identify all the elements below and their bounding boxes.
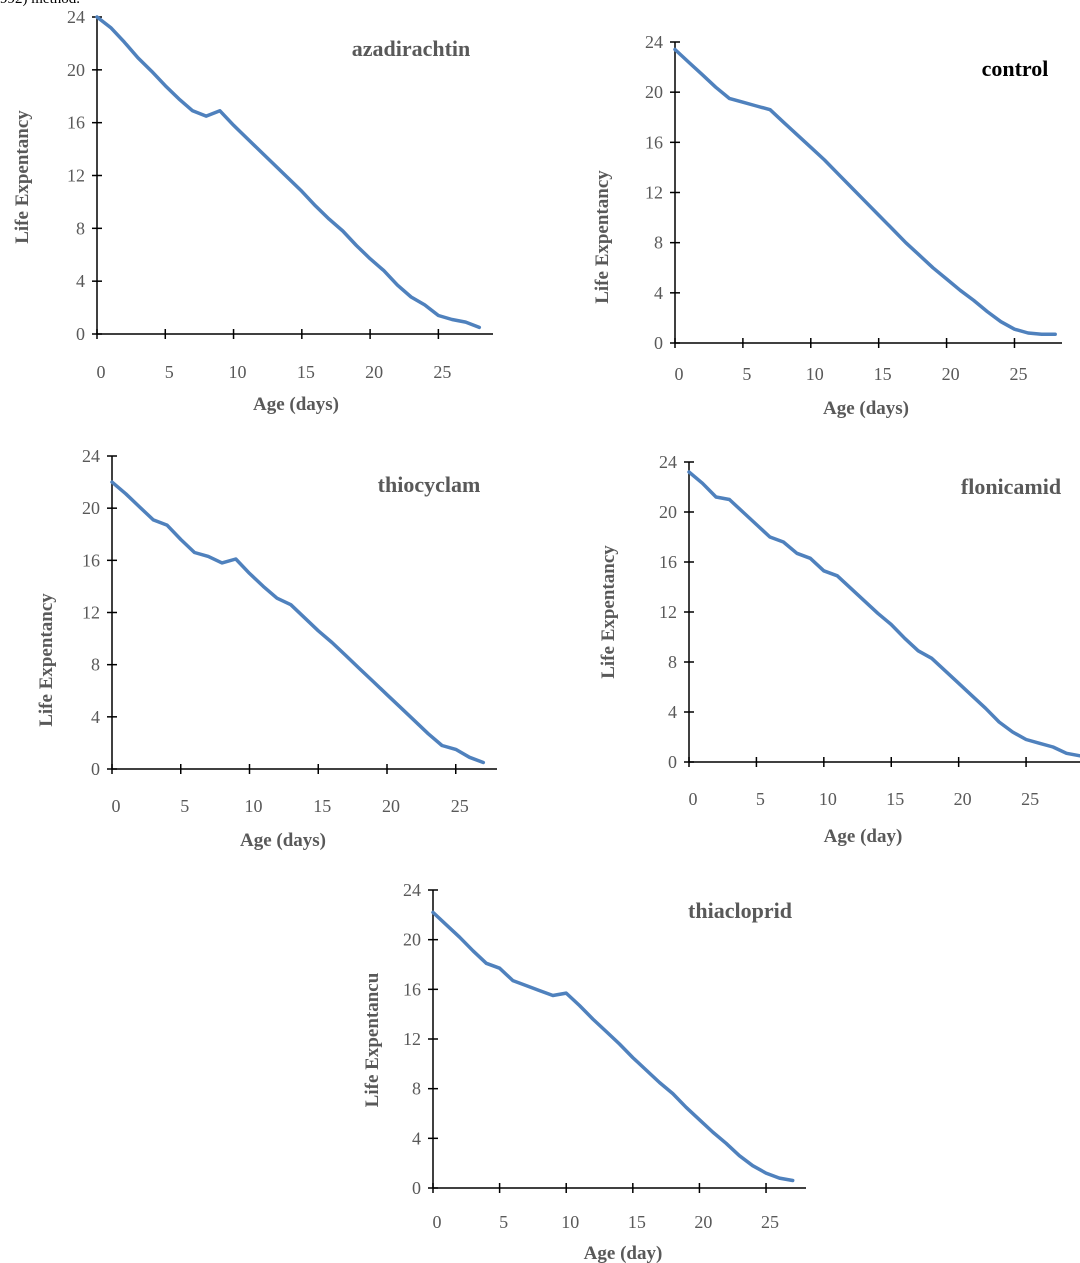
y-tick-label: 12: [659, 602, 677, 622]
y-tick-label: 24: [659, 452, 677, 472]
chart-4-group: 0 4 8 12 16 20 24 0 5 10 15 20 25 thiacloprid Age (day…: [362, 880, 806, 1263]
y-tick-label: 16: [403, 979, 421, 999]
x-tick-label: 5: [499, 1212, 508, 1232]
chart-0-group: 0 4 8 12 16 20 24 0 5 10 15 20 25 azadirachtin Age (da…: [12, 7, 493, 415]
y-tick-label: 8: [91, 655, 100, 675]
x-tick-label: 15: [628, 1212, 646, 1232]
x-tick-label: 0: [689, 789, 698, 809]
x-tick-label: 10: [561, 1212, 579, 1232]
chart-title: azadirachtin: [352, 36, 471, 61]
y-tick-label: 16: [82, 550, 100, 570]
y-tick-label: 24: [67, 7, 85, 27]
x-tick-label: 25: [433, 362, 451, 382]
y-axis-label: Life Expentancy: [36, 593, 57, 727]
y-tick-label: 20: [67, 60, 85, 80]
x-tick-label: 20: [954, 789, 972, 809]
y-tick-label: 12: [82, 603, 100, 623]
y-tick-label: 4: [91, 707, 100, 727]
x-tick-label: 0: [675, 364, 684, 384]
y-tick-label: 24: [645, 32, 663, 52]
x-axis-label: Age (day): [584, 1243, 663, 1263]
chart-2-group: 0 4 8 12 16 20 24 0 5 10 15 20 25 thiocyclam Age (days…: [36, 446, 497, 851]
y-tick-label: 16: [67, 113, 85, 133]
chart-title: control: [982, 56, 1049, 81]
y-tick-label: 4: [412, 1128, 421, 1148]
y-axis-label: Life Expentancy: [598, 545, 619, 679]
y-tick-label: 20: [645, 82, 663, 102]
y-tick-label: 8: [412, 1079, 421, 1099]
x-tick-label: 0: [97, 362, 106, 382]
y-tick-label: 0: [668, 752, 677, 772]
y-tick-label: 16: [645, 132, 663, 152]
x-tick-label: 25: [1021, 789, 1039, 809]
caption-fragment: 992) method.: [0, 0, 80, 8]
x-tick-label: 15: [874, 364, 892, 384]
x-axis-label: Age (day): [824, 826, 903, 847]
y-axis-label: Life Expentancu: [362, 972, 383, 1107]
y-tick-label: 16: [659, 552, 677, 572]
x-tick-label: 15: [886, 789, 904, 809]
x-axis-label: Age (days): [823, 398, 909, 419]
y-tick-label: 20: [403, 930, 421, 950]
y-tick-label: 0: [654, 333, 663, 353]
chart-title: thiocyclam: [378, 472, 481, 497]
y-tick-label: 24: [403, 880, 421, 900]
y-tick-label: 4: [668, 702, 677, 722]
series-line: [687, 470, 1080, 758]
y-tick-label: 4: [654, 283, 663, 303]
y-axis-label: Life Expentancy: [12, 110, 33, 244]
series-line: [431, 910, 795, 1183]
x-tick-label: 10: [806, 364, 824, 384]
x-tick-label: 25: [761, 1212, 779, 1232]
x-tick-label: 5: [742, 364, 751, 384]
y-tick-label: 8: [668, 652, 677, 672]
y-tick-label: 12: [403, 1029, 421, 1049]
x-tick-label: 0: [433, 1212, 442, 1232]
y-axis-label: Life Expentancy: [592, 170, 613, 304]
x-tick-label: 15: [297, 362, 315, 382]
y-tick-label: 20: [82, 498, 100, 518]
series-line: [673, 47, 1057, 336]
y-tick-label: 20: [659, 502, 677, 522]
x-tick-label: 10: [229, 362, 247, 382]
y-tick-label: 4: [76, 271, 85, 291]
chart-title: flonicamid: [961, 474, 1061, 499]
x-tick-label: 25: [451, 796, 469, 816]
chart-3-group: 0 4 8 12 16 20 24 0 5 10 15 20 25 flonicamid Age (day)…: [598, 452, 1080, 847]
x-axis-label: Age (days): [240, 830, 326, 851]
y-tick-label: 8: [76, 218, 85, 238]
series-line: [95, 15, 482, 330]
y-tick-label: 0: [91, 759, 100, 779]
y-tick-label: 0: [76, 324, 85, 344]
series-line: [110, 480, 486, 765]
y-tick-label: 0: [412, 1178, 421, 1198]
x-tick-label: 5: [165, 362, 174, 382]
x-tick-label: 20: [365, 362, 383, 382]
x-axis-label: Age (days): [253, 394, 339, 415]
x-tick-label: 5: [756, 789, 765, 809]
x-tick-label: 20: [382, 796, 400, 816]
chart-title: thiacloprid: [688, 898, 792, 923]
x-tick-label: 5: [180, 796, 189, 816]
x-tick-label: 0: [112, 796, 121, 816]
x-tick-label: 10: [819, 789, 837, 809]
y-tick-label: 12: [645, 183, 663, 203]
x-tick-label: 15: [313, 796, 331, 816]
x-tick-label: 10: [245, 796, 263, 816]
x-tick-label: 20: [942, 364, 960, 384]
x-tick-label: 20: [694, 1212, 712, 1232]
y-tick-label: 8: [654, 233, 663, 253]
y-tick-label: 24: [82, 446, 100, 466]
x-tick-label: 25: [1009, 364, 1027, 384]
chart-1-group: 0 4 8 12 16 20 24 0 5 10 15 20 25 control Age (days) Li…: [592, 32, 1062, 419]
y-tick-label: 12: [67, 166, 85, 186]
